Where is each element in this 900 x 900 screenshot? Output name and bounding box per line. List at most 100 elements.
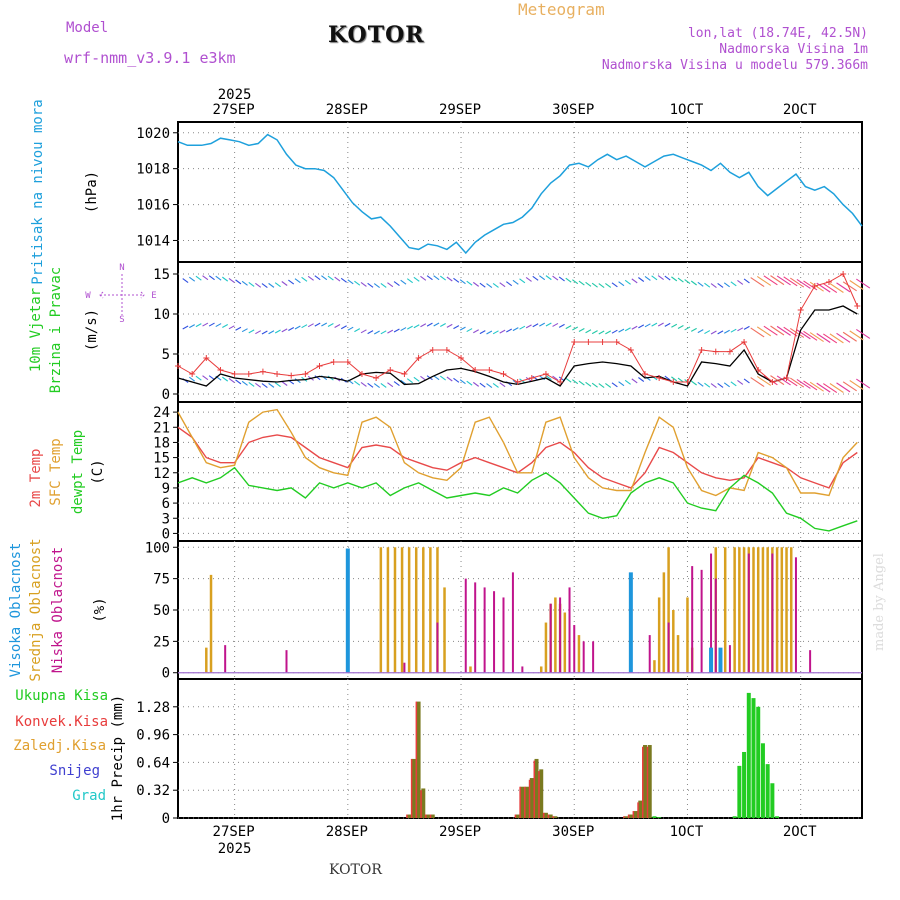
wind-arrow (770, 275, 785, 286)
wind-arrow (816, 382, 831, 393)
wind-arrow (459, 379, 466, 385)
ytick-label-temperature-2: 6 (162, 496, 170, 512)
wind-arrow (849, 330, 864, 341)
wind-arrow (519, 278, 526, 284)
wind-arrow (228, 377, 235, 383)
precip-bar-27 (751, 698, 756, 818)
wind-arrow (426, 275, 433, 281)
wind-arrow (763, 325, 778, 336)
wind-axis-sublabel: Brzina i Pravac (48, 267, 64, 393)
wind-arrow (671, 276, 678, 282)
wind-arrow (624, 279, 631, 285)
model-elevation-label: Nadmorska Visina u modelu 579.366m (601, 58, 868, 73)
lonlat-label: lon,lat (18.74E, 42.5N) (687, 26, 868, 41)
precip-bar-9 (529, 778, 534, 818)
wind-arrow (453, 325, 460, 330)
precip-bar-1 (411, 758, 416, 818)
wind-arrow (809, 332, 824, 343)
wind-arrow (274, 329, 281, 334)
wind-arrow (479, 282, 486, 288)
precip-bar-20 (647, 745, 652, 818)
wind-arrow (400, 279, 407, 285)
wind-arrow (789, 377, 805, 388)
wind-arrow (591, 330, 598, 335)
conv-precip-bar-0 (406, 814, 408, 818)
ytick-label-clouds-4: 100 (145, 540, 170, 556)
precip-bar-13 (548, 814, 553, 818)
precip-bar-12 (543, 812, 548, 818)
wind-arrow (334, 276, 341, 282)
wind-arrow (347, 279, 354, 285)
wind-arrow (281, 281, 288, 286)
wind-arrow (611, 282, 618, 288)
wind-arrow (274, 382, 281, 388)
temp-sfc-line (177, 408, 858, 497)
wind-arrow (406, 378, 413, 384)
wind-arrow (836, 382, 851, 393)
wind-arrow (268, 282, 275, 288)
mid-cloud-bar-29 (723, 547, 727, 673)
low-cloud-bar-12 (559, 597, 562, 673)
gust-marker-18 (429, 347, 436, 353)
wind-arrow (657, 275, 664, 281)
precip-bar-21 (652, 816, 657, 818)
wind-arrow (459, 326, 466, 331)
wind-arrow (426, 322, 433, 327)
wind-arrow (558, 323, 565, 328)
gust-marker-10 (316, 363, 323, 369)
wind-arrow (486, 283, 493, 289)
mid-cloud-bar-12 (469, 666, 472, 673)
wind-arrow (413, 324, 420, 329)
conv-precip-bar-20 (646, 746, 649, 818)
wind-arrow (327, 323, 334, 327)
wind-arrow (618, 281, 625, 287)
wind-arrow (829, 283, 844, 293)
wind-arrow (836, 282, 851, 293)
mid-cloud-bar-32 (742, 547, 746, 673)
wind-arrow (387, 382, 394, 388)
ytick-label-pressure-2: 1018 (136, 162, 170, 178)
mid-cloud-bar-9 (429, 547, 432, 673)
wind-arrow (466, 280, 473, 286)
wind-arrow (730, 281, 737, 287)
wind-arrow (842, 331, 857, 342)
wind-arrow (360, 381, 367, 387)
wind-arrow (730, 328, 737, 333)
wind-arrow (578, 380, 585, 386)
gust-marker-19 (443, 347, 450, 353)
wind-arrow (657, 322, 664, 327)
wind-arrow (393, 281, 400, 287)
low-cloud-bar-1 (285, 650, 288, 673)
gust-marker-8 (288, 372, 295, 379)
mid-cloud-bar-37 (766, 547, 769, 673)
wind-arrow (347, 326, 354, 331)
gust-marker-48 (854, 303, 861, 309)
wind-arrow (545, 375, 552, 381)
conv-precip-bar-17 (632, 811, 635, 818)
temp-dewpt-line (177, 466, 858, 532)
wind-arrow (704, 282, 711, 288)
wind-arrow (406, 278, 413, 284)
wind-arrow (532, 323, 539, 328)
wind-arrow (215, 275, 222, 281)
wind-arrow (697, 329, 704, 334)
wind-arrow (809, 381, 824, 392)
gust-marker-45 (811, 283, 818, 289)
precip-bar-7 (520, 786, 525, 818)
wind-arrow (393, 381, 400, 387)
wind-arrow (743, 378, 750, 384)
wind-arrow (585, 281, 592, 287)
wind-arrow (314, 322, 321, 327)
wind-arrow (400, 379, 407, 385)
gust-marker-40 (741, 339, 748, 345)
low-cloud-bar-13 (568, 587, 571, 673)
ytick-label-clouds-1: 25 (153, 634, 170, 650)
top-day-label-3: 30SEP (552, 102, 594, 118)
wind-arrow (750, 277, 765, 288)
compass-rose (99, 274, 145, 315)
wind-arrow (393, 328, 400, 333)
mid-cloud-bar-19 (577, 635, 581, 673)
mid-cloud-bar-41 (785, 547, 788, 673)
wind-arrow (354, 280, 361, 286)
wind-arrow (737, 379, 744, 385)
